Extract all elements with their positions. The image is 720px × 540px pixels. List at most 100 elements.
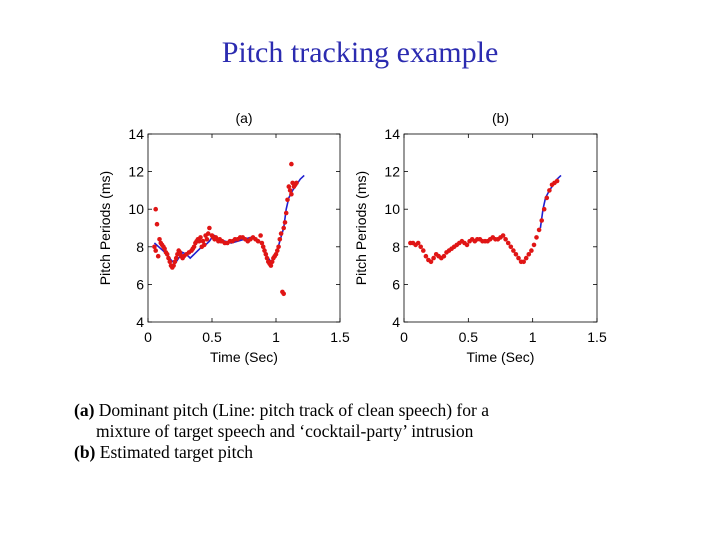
pitch-point [421, 248, 426, 253]
y-tick-label: 8 [392, 239, 400, 255]
chart-a: (a) 0 0.5 1 1.5 4 6 8 10 12 14 Time (Sec) Pitch Peri… [97, 110, 350, 365]
x-axis-label: Time (Sec) [467, 349, 535, 365]
pitch-point [278, 231, 284, 236]
y-axis-label: Pitch Periods (ms) [97, 171, 113, 285]
chart-title: (a) [235, 110, 252, 126]
caption-a-label: (a) [74, 400, 95, 420]
pitch-point [259, 240, 265, 246]
pitch-point [154, 221, 160, 227]
y-tick-label: 12 [384, 164, 400, 180]
pitch-point [286, 184, 292, 189]
pitch-point [153, 206, 158, 212]
caption-b: (b) Estimated target pitch [74, 442, 634, 463]
pitch-point [204, 237, 210, 242]
pitch-point [171, 263, 176, 268]
pitch-point [207, 225, 212, 231]
caption-a: (a) Dominant pitch (Line: pitch track of… [74, 400, 634, 421]
pitch-point [513, 252, 519, 257]
plot-frame [403, 133, 598, 323]
pitch-point [191, 244, 197, 250]
pitch-point [281, 225, 287, 231]
pitch-point [153, 248, 158, 253]
pitch-point [173, 255, 179, 261]
pitch-point [423, 253, 429, 259]
pitch-point [281, 291, 287, 297]
pitch-point [155, 253, 161, 259]
pitch-point [526, 252, 532, 257]
pitch-point [282, 220, 288, 225]
pitch-point [205, 231, 211, 236]
pitch-point [262, 248, 267, 253]
pitch-point [263, 252, 269, 257]
pitch-point [162, 246, 167, 251]
pitch-point [539, 218, 544, 223]
pitch-point [508, 244, 514, 250]
x-tick-label: 1.5 [330, 329, 350, 345]
pitch-point [554, 178, 560, 184]
pitch-point [521, 259, 526, 265]
y-tick-label: 10 [384, 201, 400, 217]
pitch-point [167, 259, 173, 265]
y-tick-label: 12 [128, 164, 144, 180]
y-tick-label: 4 [392, 314, 400, 330]
pitch-point [289, 161, 294, 167]
pitch-point [172, 259, 178, 265]
pitch-point [260, 244, 266, 250]
pitch-point [198, 235, 203, 240]
pitch-point [505, 240, 511, 246]
y-tick-label: 6 [392, 276, 400, 292]
x-tick-label: 0 [144, 329, 152, 345]
pitch-point [152, 244, 157, 250]
pitch-point [534, 235, 539, 240]
chart-b: (b) 0 0.5 1 1.5 4 6 8 10 12 14 Time (Sec) Pitch Peri… [353, 110, 607, 365]
pitch-point [200, 238, 206, 244]
pitch-point [196, 238, 202, 244]
y-axis-label: Pitch Periods (ms) [353, 171, 369, 285]
x-tick-label: 0.5 [459, 329, 479, 345]
pitch-point [157, 237, 162, 242]
x-axis-label: Time (Sec) [210, 349, 278, 365]
caption: (a) Dominant pitch (Line: pitch track of… [74, 400, 634, 463]
y-tick-label: 10 [128, 201, 144, 217]
pitch-point [283, 210, 289, 216]
y-tick-label: 8 [136, 239, 144, 255]
pitch-point [536, 227, 542, 233]
pitch-point [428, 259, 434, 265]
pitch-point [268, 263, 274, 268]
caption-b-label: (b) [74, 442, 96, 462]
pitch-point [294, 180, 299, 186]
pitch-point [202, 242, 207, 248]
y-tick-label: 14 [384, 126, 400, 142]
pitch-point [418, 244, 424, 250]
pitch-point [541, 206, 547, 212]
x-tick-label: 0.5 [202, 329, 222, 345]
pitch-point [544, 195, 550, 201]
pitch-point [277, 237, 283, 242]
chart-title: (b) [492, 110, 509, 126]
pitch-point [531, 242, 537, 248]
pitch-point [503, 237, 508, 242]
pitch-point [415, 240, 421, 246]
pitch-point [276, 244, 281, 250]
pitch-point [166, 255, 171, 261]
x-tick-label: 1 [529, 329, 537, 345]
pitch-point [441, 253, 447, 259]
pitch-point [164, 252, 170, 257]
pitch-point [511, 248, 516, 253]
pitch-point [500, 233, 506, 238]
pitch-point [177, 250, 183, 255]
pitch-point [264, 255, 270, 261]
x-tick-label: 1 [272, 329, 280, 345]
caption-a-text-2: mixture of target speech and ‘cocktail-p… [96, 421, 474, 441]
pitch-point [547, 188, 552, 193]
pitch-point [431, 255, 436, 261]
pitch-point [289, 191, 294, 197]
x-tick-label: 0 [400, 329, 408, 345]
x-tick-label: 1.5 [587, 329, 607, 345]
pitch-point [285, 197, 290, 203]
pitch-point [273, 252, 279, 257]
pitch-point [516, 255, 521, 261]
pitch-point [255, 238, 261, 244]
pitch-point [275, 248, 280, 253]
